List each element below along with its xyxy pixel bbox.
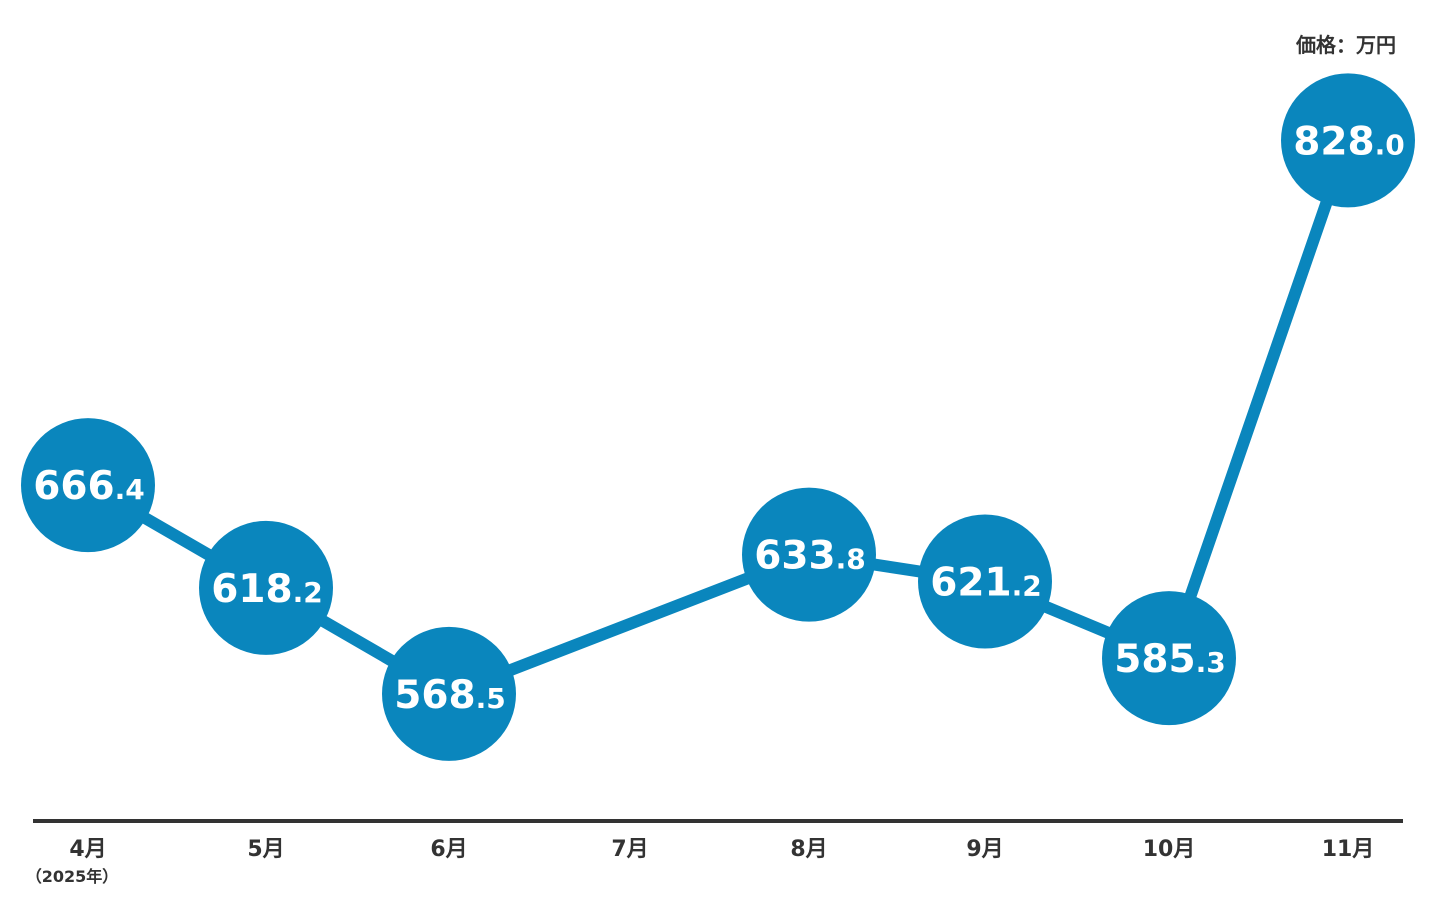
data-label: 666.4 — [33, 464, 145, 509]
data-label: 621.2 — [930, 561, 1042, 606]
data-label: 828.0 — [1293, 119, 1405, 164]
x-axis-ticks: 4月 5月 6月 7月 8月 9月 10月 11月 （2025年） — [26, 837, 1375, 886]
data-point — [199, 520, 333, 655]
data-points: 666.4 618.2 568.5 633.8 621.2 585.3 828.0 — [21, 73, 1415, 761]
data-label: 585.3 — [1114, 637, 1226, 682]
data-label: 633.8 — [754, 534, 866, 579]
x-tick-label: 10月 — [1143, 837, 1196, 862]
x-tick-label: 7月 — [611, 837, 648, 862]
data-point — [21, 418, 155, 553]
x-tick-label: 5月 — [247, 837, 284, 862]
x-tick-label: 9月 — [966, 837, 1003, 862]
data-point — [1102, 591, 1236, 726]
data-point — [382, 626, 516, 761]
data-point — [918, 514, 1052, 649]
data-point — [742, 487, 876, 622]
x-tick-label: 11月 — [1322, 837, 1375, 862]
data-label: 618.2 — [211, 567, 323, 612]
x-tick-label: 8月 — [790, 837, 827, 862]
x-tick-label: 4月 — [69, 837, 106, 862]
unit-label: 価格：万円 — [1295, 33, 1396, 57]
data-point — [1281, 73, 1415, 208]
year-note: （2025年） — [26, 867, 119, 886]
data-label: 568.5 — [394, 673, 506, 718]
x-tick-label: 6月 — [430, 837, 467, 862]
